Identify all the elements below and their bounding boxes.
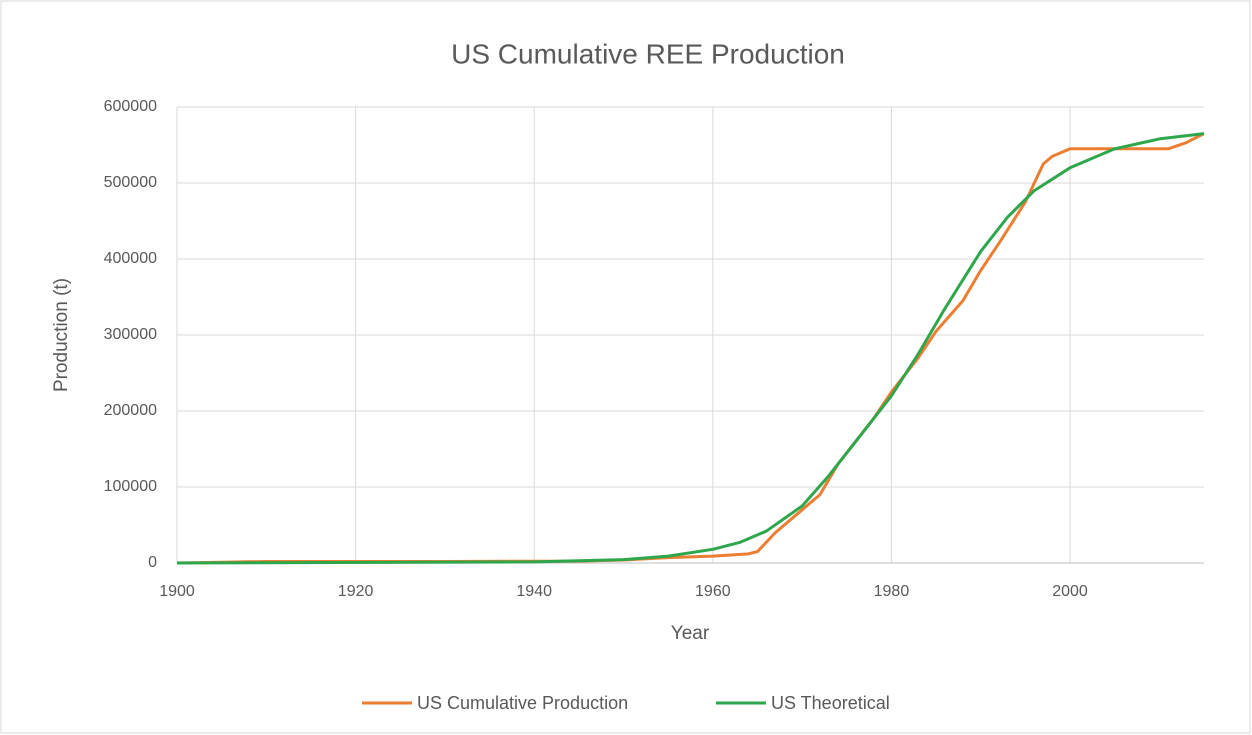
y-axis-label: Production (t) bbox=[51, 278, 72, 392]
x-tick-label: 2000 bbox=[1052, 583, 1088, 600]
legend-label: US Cumulative Production bbox=[417, 693, 628, 713]
y-tick-label: 100000 bbox=[104, 478, 157, 495]
legend-label: US Theoretical bbox=[771, 693, 890, 713]
x-tick-label: 1920 bbox=[338, 583, 374, 600]
x-tick-label: 1960 bbox=[695, 583, 731, 600]
x-axis-label: Year bbox=[671, 623, 710, 644]
x-tick-label: 1940 bbox=[516, 583, 552, 600]
line-series bbox=[176, 132, 1205, 565]
x-tick-label: 1900 bbox=[159, 583, 195, 600]
x-tick-label: 1980 bbox=[874, 583, 910, 600]
y-tick-label: 600000 bbox=[104, 98, 157, 115]
y-tick-label: 0 bbox=[148, 554, 157, 571]
y-tick-label: 400000 bbox=[104, 250, 157, 267]
y-tick-label: 300000 bbox=[104, 326, 157, 343]
y-tick-label: 200000 bbox=[104, 402, 157, 419]
y-tick-label: 500000 bbox=[104, 174, 157, 191]
chart-title: US Cumulative REE Production bbox=[451, 38, 845, 69]
